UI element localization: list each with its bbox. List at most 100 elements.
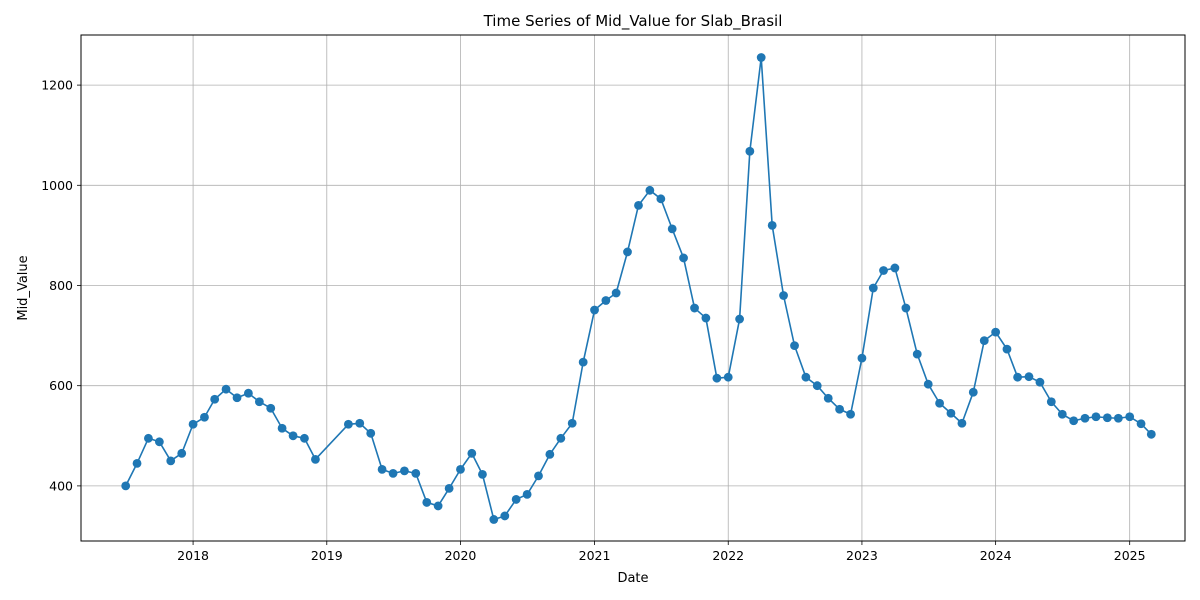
y-axis-label: Mid_Value <box>16 255 31 320</box>
data-point <box>935 398 944 408</box>
data-point <box>154 437 164 447</box>
data-point <box>232 393 242 403</box>
data-point <box>1035 377 1045 387</box>
data-point <box>767 220 777 230</box>
data-point <box>946 408 956 418</box>
x-tick-label: 2019 <box>311 548 343 563</box>
data-point <box>311 454 320 464</box>
data-point <box>812 381 822 391</box>
data-point <box>690 303 699 313</box>
x-tick-label: 2023 <box>846 548 878 563</box>
data-point <box>200 412 209 422</box>
data-point <box>634 200 643 210</box>
data-point <box>456 464 465 474</box>
data-point <box>701 313 711 323</box>
data-point <box>1146 429 1156 439</box>
data-point <box>300 433 309 443</box>
data-point <box>835 404 844 414</box>
series-layer <box>121 53 1156 524</box>
x-tick-label: 2024 <box>980 548 1012 563</box>
data-point <box>1102 413 1112 423</box>
data-point <box>1125 412 1135 422</box>
data-point <box>188 419 198 429</box>
data-point <box>545 449 555 459</box>
data-point <box>433 501 443 511</box>
x-tick-label: 2020 <box>445 548 477 563</box>
data-point <box>534 471 543 481</box>
data-point <box>277 423 287 433</box>
y-tick-label: 400 <box>49 478 73 493</box>
data-point <box>979 336 989 345</box>
data-point <box>1002 344 1012 354</box>
data-point <box>288 431 298 441</box>
data-point <box>355 418 365 428</box>
data-point <box>166 456 176 466</box>
data-point <box>1013 372 1023 382</box>
data-point <box>221 384 231 394</box>
data-point <box>243 388 253 398</box>
data-point <box>823 393 833 403</box>
data-point <box>567 418 577 428</box>
data-point <box>266 403 276 413</box>
data-point <box>1136 419 1146 429</box>
data-point <box>912 349 922 359</box>
data-point <box>957 418 967 428</box>
data-point <box>623 247 632 257</box>
data-point <box>756 53 766 62</box>
data-point <box>400 466 409 476</box>
data-point <box>868 283 878 293</box>
data-point <box>723 372 733 382</box>
data-point <box>1080 413 1090 423</box>
data-point <box>1046 397 1056 407</box>
y-tick-label: 1000 <box>41 178 73 193</box>
data-point <box>779 291 788 300</box>
data-point <box>578 357 588 367</box>
data-point <box>601 296 611 305</box>
data-point <box>735 314 744 324</box>
data-point <box>177 448 187 458</box>
data-point <box>1113 413 1123 423</box>
data-point <box>923 379 933 389</box>
data-point <box>1069 416 1079 426</box>
data-point <box>422 498 432 507</box>
data-point <box>590 305 599 315</box>
data-point <box>489 515 499 524</box>
x-tick-label: 2025 <box>1114 548 1146 563</box>
data-point <box>667 224 677 234</box>
data-point <box>611 288 621 298</box>
data-point <box>656 194 666 204</box>
data-point <box>1091 412 1101 422</box>
y-tick-label: 600 <box>49 378 73 393</box>
data-point <box>879 266 888 275</box>
data-point <box>857 353 867 363</box>
data-point <box>343 419 353 429</box>
data-point <box>254 397 264 407</box>
data-point <box>500 511 510 521</box>
x-tick-label: 2018 <box>177 548 209 563</box>
data-point <box>478 469 487 479</box>
data-point <box>901 303 911 313</box>
x-tick-label: 2022 <box>712 548 744 563</box>
data-point <box>556 433 566 443</box>
data-point <box>846 409 855 419</box>
y-tick-label: 800 <box>49 278 73 293</box>
data-point <box>645 185 655 195</box>
data-point <box>1057 409 1067 419</box>
data-point <box>388 468 398 478</box>
data-point <box>132 458 142 468</box>
data-point <box>790 341 799 351</box>
data-point <box>679 253 688 263</box>
data-point <box>745 146 755 156</box>
data-point <box>522 490 532 499</box>
data-point <box>801 372 811 382</box>
x-tick-label: 2021 <box>579 548 611 563</box>
data-point <box>890 263 900 273</box>
data-point <box>467 448 477 458</box>
data-point <box>366 428 376 438</box>
data-point <box>411 468 421 478</box>
data-point <box>511 495 521 504</box>
data-point <box>121 481 131 491</box>
